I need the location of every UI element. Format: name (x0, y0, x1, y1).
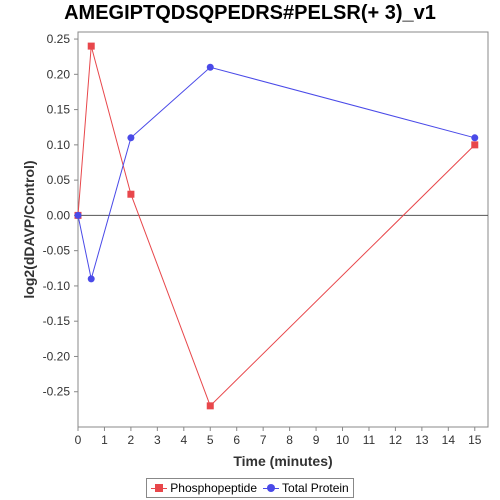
data-point-total-protein (127, 134, 135, 142)
x-tick-label: 8 (286, 433, 293, 447)
data-point-phosphopeptide (87, 42, 95, 50)
y-tick-label: -0.10 (43, 279, 71, 293)
data-point-total-protein (74, 211, 82, 219)
y-tick-label: 0.25 (47, 32, 71, 46)
x-tick-label: 4 (180, 433, 187, 447)
x-tick-label: 10 (336, 433, 350, 447)
x-tick-label: 0 (75, 433, 82, 447)
x-tick-label: 5 (207, 433, 214, 447)
data-point-total-protein (87, 275, 95, 283)
x-tick-label: 14 (442, 433, 456, 447)
data-point-phosphopeptide (127, 190, 135, 198)
data-point-total-protein (471, 134, 479, 142)
legend-label: Total Protein (282, 481, 349, 495)
legend-item-phosphopeptide: Phosphopeptide (151, 481, 257, 495)
plot-frame (77, 31, 489, 428)
x-tick-label: 3 (154, 433, 161, 447)
y-tick-label: 0.10 (47, 138, 71, 152)
data-point-phosphopeptide (471, 141, 479, 149)
x-tick-label: 1 (101, 433, 108, 447)
legend-item-total-protein: Total Protein (263, 481, 349, 495)
data-point-total-protein (206, 63, 214, 71)
square-marker-icon (151, 483, 168, 493)
x-tick-label: 12 (389, 433, 403, 447)
legend: Phosphopeptide Total Protein (146, 478, 354, 498)
y-tick-label: 0.00 (47, 208, 71, 222)
x-tick-label: 6 (233, 433, 240, 447)
circle-marker-icon (263, 483, 280, 493)
x-axis-title: Time (minutes) (233, 453, 332, 469)
x-tick-label: 2 (128, 433, 135, 447)
x-tick-label: 9 (313, 433, 320, 447)
y-tick-label: 0.15 (47, 103, 71, 117)
data-point-phosphopeptide (206, 402, 214, 410)
x-tick-label: 15 (468, 433, 482, 447)
y-tick-label: -0.15 (43, 314, 71, 328)
y-tick-label: -0.25 (43, 385, 71, 399)
y-axis-title: log2(dDAVP/Control) (21, 160, 37, 298)
y-tick-label: -0.20 (43, 349, 71, 363)
y-tick-label: 0.05 (47, 173, 71, 187)
x-tick-label: 7 (260, 433, 267, 447)
y-tick-label: -0.05 (43, 244, 71, 258)
x-tick-label: 11 (363, 433, 376, 447)
y-tick-label: 0.20 (47, 67, 71, 81)
x-tick-label: 13 (415, 433, 429, 447)
legend-label: Phosphopeptide (170, 481, 258, 495)
chart-title: AMEGIPTQDSQPEDRS#PELSR(+ 3)_v1 (64, 2, 436, 24)
